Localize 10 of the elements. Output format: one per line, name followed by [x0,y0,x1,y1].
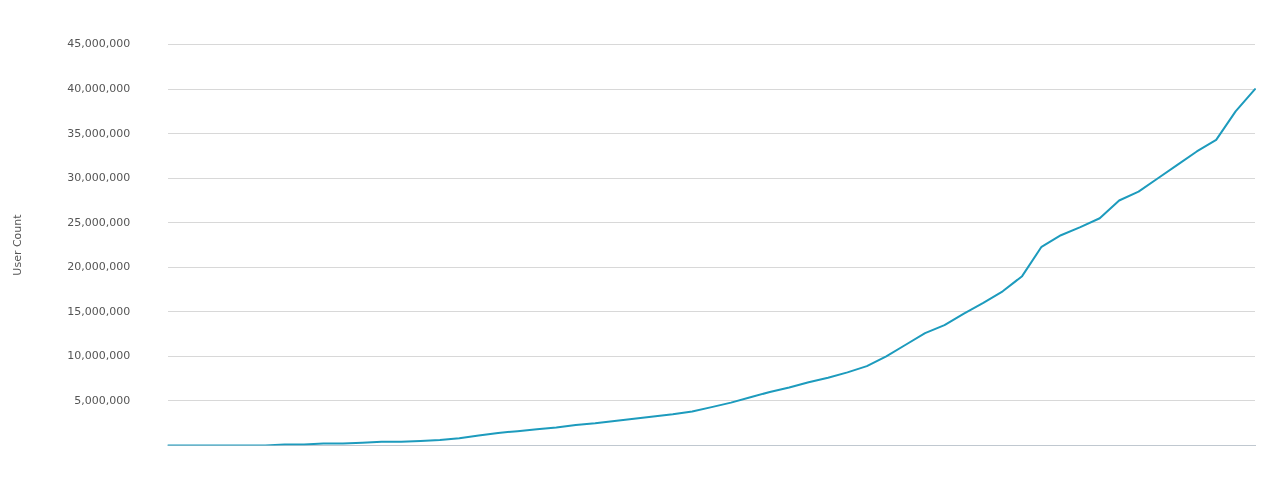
y-tick-label: 10,000,000 [67,349,131,363]
y-tick-label: 40,000,000 [67,81,131,95]
y-tick-label: 25,000,000 [67,215,131,229]
y-tick-label: 20,000,000 [67,260,131,274]
y-tick-label: 30,000,000 [67,171,131,185]
y-tick-label: 5,000,000 [74,393,131,407]
y-tick-label: 15,000,000 [67,304,131,318]
y-tick-label: 45,000,000 [67,37,131,51]
y-axis-title: User Count [11,213,25,276]
y-tick-label: 35,000,000 [67,126,131,140]
